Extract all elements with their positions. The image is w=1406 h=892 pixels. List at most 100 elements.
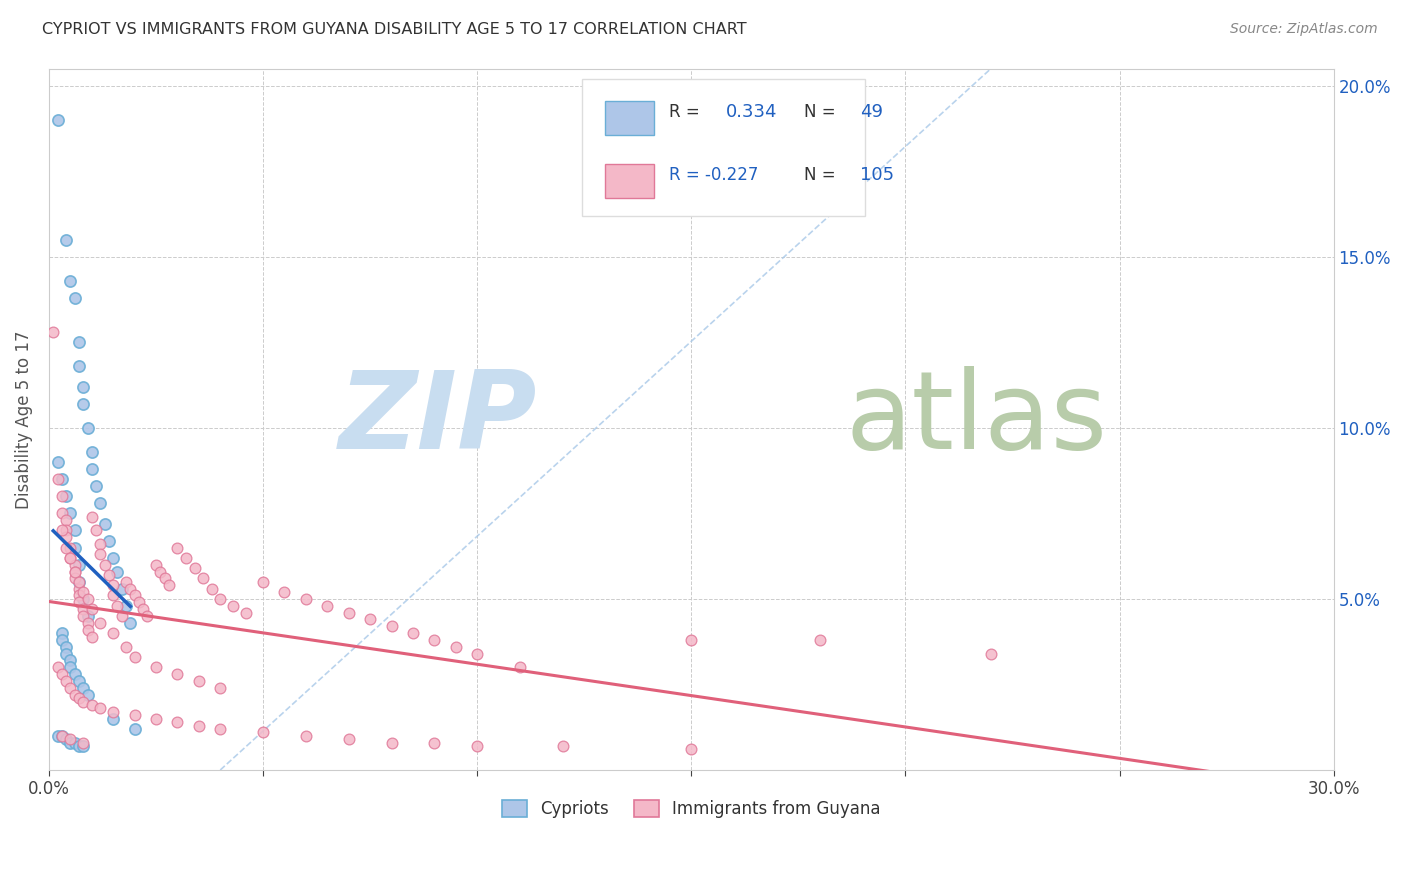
Point [166, 667, 188, 681]
Point [63, 667, 86, 681]
Point [187, 673, 209, 688]
Legend: Cypriots, Immigrants from Guyana: Cypriots, Immigrants from Guyana [495, 793, 887, 825]
Point [76, 688, 98, 702]
Point [63, 524, 86, 538]
Point [316, 599, 339, 613]
Point [46, 660, 69, 674]
Point [59, 732, 82, 747]
Point [295, 591, 318, 606]
Point [89, 496, 111, 510]
Point [295, 729, 318, 743]
Point [80, 444, 103, 458]
Point [252, 574, 274, 589]
Point [55, 640, 77, 654]
Text: N =: N = [804, 103, 837, 121]
FancyBboxPatch shape [605, 101, 654, 136]
Text: R = -0.227: R = -0.227 [669, 166, 759, 184]
Point [153, 571, 176, 585]
Point [51, 472, 73, 486]
Point [465, 647, 488, 661]
Point [63, 291, 86, 305]
Point [59, 550, 82, 565]
Point [63, 558, 86, 572]
Point [107, 599, 129, 613]
Point [423, 736, 446, 750]
Point [67, 595, 90, 609]
Point [55, 647, 77, 661]
Point [63, 565, 86, 579]
Point [509, 660, 531, 674]
Point [380, 619, 402, 633]
Point [115, 640, 138, 654]
Point [157, 578, 180, 592]
Point [209, 681, 232, 695]
Point [72, 739, 94, 753]
Text: Source: ZipAtlas.com: Source: ZipAtlas.com [1230, 22, 1378, 37]
Point [145, 660, 167, 674]
Point [76, 591, 98, 606]
Point [89, 615, 111, 630]
Point [93, 558, 115, 572]
Point [76, 615, 98, 630]
Point [46, 729, 69, 743]
Point [103, 578, 125, 592]
Point [55, 524, 77, 538]
FancyBboxPatch shape [605, 163, 654, 198]
Point [124, 708, 146, 723]
Point [84, 524, 107, 538]
Point [89, 537, 111, 551]
Point [980, 647, 1002, 661]
Point [72, 397, 94, 411]
Point [103, 712, 125, 726]
Point [76, 421, 98, 435]
Point [67, 359, 90, 374]
Point [124, 589, 146, 603]
Point [46, 472, 69, 486]
Point [103, 705, 125, 719]
Text: 105: 105 [859, 166, 894, 184]
Point [337, 732, 360, 747]
Point [72, 585, 94, 599]
Point [89, 548, 111, 562]
Point [42, 325, 65, 339]
Point [59, 681, 82, 695]
Point [72, 681, 94, 695]
Point [51, 489, 73, 503]
Point [166, 715, 188, 730]
Point [380, 736, 402, 750]
Point [444, 640, 467, 654]
Text: CYPRIOT VS IMMIGRANTS FROM GUYANA DISABILITY AGE 5 TO 17 CORRELATION CHART: CYPRIOT VS IMMIGRANTS FROM GUYANA DISABI… [42, 22, 747, 37]
Point [76, 609, 98, 624]
Point [97, 568, 120, 582]
Point [67, 739, 90, 753]
Point [115, 599, 138, 613]
Point [97, 533, 120, 548]
Point [55, 530, 77, 544]
Point [107, 565, 129, 579]
Text: 49: 49 [859, 103, 883, 121]
Point [111, 609, 134, 624]
Point [681, 632, 703, 647]
Point [681, 742, 703, 756]
Point [59, 274, 82, 288]
Point [72, 609, 94, 624]
Point [51, 632, 73, 647]
Point [51, 729, 73, 743]
Point [80, 630, 103, 644]
Point [89, 701, 111, 715]
Point [80, 698, 103, 712]
Point [93, 516, 115, 531]
Text: ZIP: ZIP [339, 367, 537, 472]
Point [72, 736, 94, 750]
Point [72, 602, 94, 616]
Point [120, 582, 142, 596]
Text: R =: R = [669, 103, 700, 121]
Point [55, 732, 77, 747]
Point [67, 582, 90, 596]
Point [51, 507, 73, 521]
Point [59, 550, 82, 565]
Point [551, 739, 574, 753]
Point [252, 725, 274, 739]
Text: 0.334: 0.334 [725, 103, 778, 121]
Point [55, 489, 77, 503]
